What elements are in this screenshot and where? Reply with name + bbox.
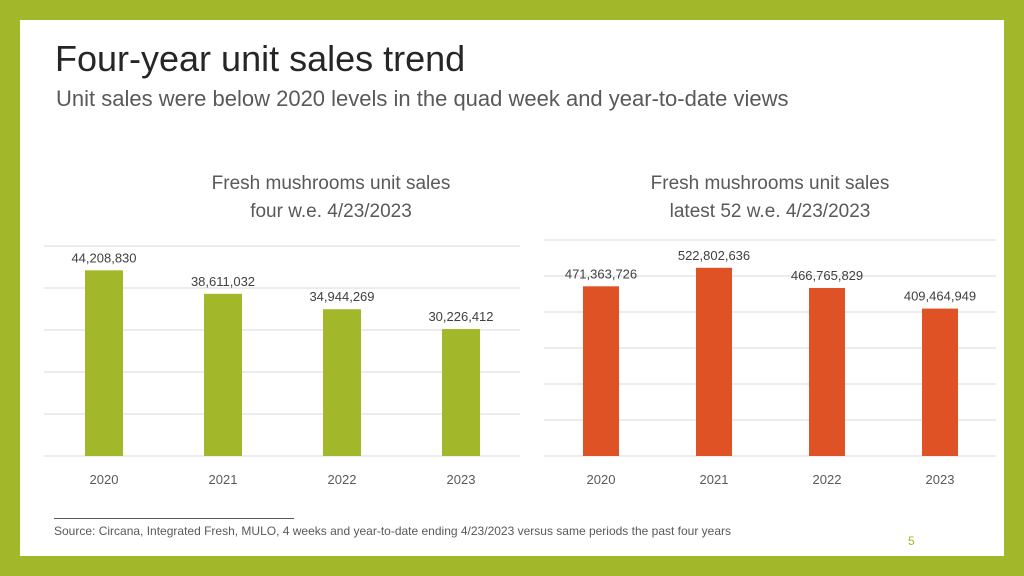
right-bar-chart: 471,363,726 2020 522,802,636 2021 466,765,82…	[544, 239, 996, 487]
slide: Four-year unit sales trend Unit sales we…	[20, 20, 1004, 556]
bar-2022	[809, 287, 845, 456]
bar-2020	[85, 270, 123, 456]
left-bar-chart: 44,208,830 2020 38,611,032 2021 34,944,269 20…	[44, 245, 520, 487]
right-chart-title-line1: Fresh mushrooms unit sales	[650, 173, 890, 194]
page-number: 5	[908, 534, 915, 548]
data-label: 466,765,829	[791, 268, 863, 283]
left-chart-title-line1: Fresh mushrooms unit sales	[211, 173, 451, 194]
x-tick-label: 2021	[209, 472, 238, 487]
bar-2021	[204, 293, 242, 456]
bar-2020	[583, 286, 619, 456]
x-tick-label: 2023	[926, 472, 955, 487]
x-tick-label: 2023	[447, 472, 476, 487]
data-label: 34,944,269	[309, 289, 374, 304]
source-note: Source: Circana, Integrated Fresh, MULO,…	[54, 524, 732, 538]
slide-subtitle: Unit sales were below 2020 levels in the…	[56, 86, 789, 111]
data-label: 38,611,032	[191, 274, 255, 289]
bar-2023	[922, 308, 958, 456]
bar-2021	[696, 267, 732, 456]
x-tick-label: 2021	[700, 472, 729, 487]
data-label: 44,208,830	[71, 250, 136, 265]
bar-2023	[442, 329, 480, 456]
x-tick-label: 2020	[587, 472, 616, 487]
data-label: 30,226,412	[428, 309, 493, 324]
bar-2022	[323, 309, 361, 456]
data-label: 409,464,949	[904, 289, 976, 304]
x-tick-label: 2022	[813, 472, 842, 487]
right-chart-title: Fresh mushrooms unit sales latest 52 w.e…	[590, 170, 950, 226]
left-chart-title: Fresh mushrooms unit sales four w.e. 4/2…	[151, 170, 511, 226]
footer-rule	[54, 518, 294, 519]
left-chart-title-line2: four w.e. 4/23/2023	[250, 201, 412, 222]
x-tick-label: 2020	[90, 472, 119, 487]
data-label: 471,363,726	[565, 266, 637, 281]
x-tick-label: 2022	[328, 472, 357, 487]
data-label: 522,802,636	[678, 248, 750, 263]
slide-title: Four-year unit sales trend	[55, 38, 466, 79]
right-chart-title-line2: latest 52 w.e. 4/23/2023	[669, 201, 871, 222]
